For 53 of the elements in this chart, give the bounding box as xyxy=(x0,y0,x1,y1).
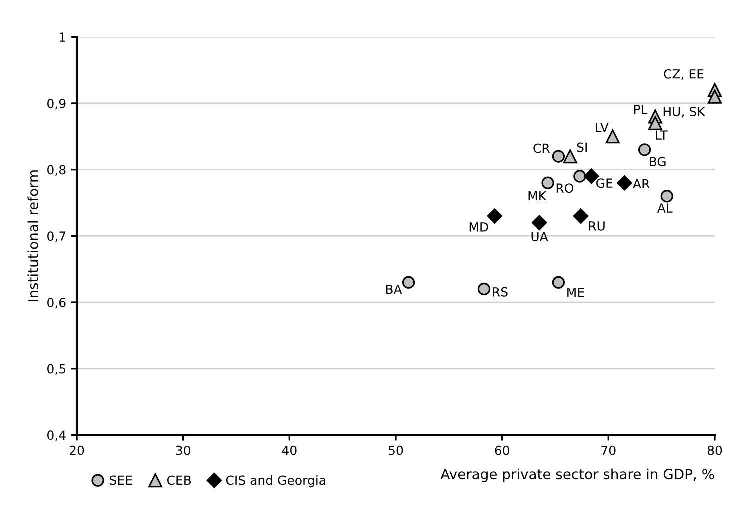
y-tick-label: 0,5 xyxy=(48,364,66,376)
y-tick-label: 1 xyxy=(60,32,66,42)
x-tick-label: 30 xyxy=(176,446,190,456)
x-tick-label: 40 xyxy=(282,446,297,456)
point xyxy=(552,150,565,163)
x-tick-label: 80 xyxy=(708,446,722,456)
annotation: PL xyxy=(634,105,648,114)
annotation: RO xyxy=(556,184,574,194)
annotation: ME xyxy=(568,288,584,298)
annotation: SI xyxy=(577,142,587,152)
x-tick-label: 70 xyxy=(602,446,616,456)
annotation: MD xyxy=(470,222,488,232)
x-tick-label: 20 xyxy=(70,446,84,456)
y-axis-title: Institutional reform xyxy=(28,170,38,302)
point xyxy=(638,144,652,156)
annotation: BG xyxy=(650,157,666,167)
annotation: LV xyxy=(596,123,609,132)
x-tick-label: 60 xyxy=(495,446,510,456)
point xyxy=(552,276,565,289)
point xyxy=(487,208,503,224)
annotation: CZ, EE xyxy=(664,69,704,80)
point xyxy=(574,170,586,183)
annotation: AR xyxy=(633,179,650,189)
point xyxy=(542,176,554,190)
point xyxy=(532,215,548,231)
annotation: MK xyxy=(528,191,547,201)
annotation: LT xyxy=(656,130,668,140)
annotation: UA xyxy=(532,232,548,242)
annotation: RU xyxy=(589,222,605,231)
point xyxy=(478,282,491,296)
x-tick-label: 50 xyxy=(389,446,404,456)
point xyxy=(660,190,674,203)
y-tick-label: 0,7 xyxy=(48,232,66,242)
point xyxy=(648,116,662,130)
annotation: AL xyxy=(657,204,673,213)
x-axis-title: Average private sector share in GDP, % xyxy=(440,468,714,482)
y-tick-label: 0,4 xyxy=(48,430,66,442)
annotation: BA xyxy=(386,284,402,294)
annotation: HU, SK xyxy=(664,107,706,118)
legend-label: CIS and Georgia xyxy=(226,475,326,488)
annotation: CR xyxy=(534,144,550,154)
point xyxy=(563,150,578,164)
point xyxy=(573,208,589,224)
point xyxy=(616,175,632,191)
annotation: RS xyxy=(493,287,508,297)
y-tick-label: 0,9 xyxy=(48,98,66,110)
y-tick-label: 0,6 xyxy=(48,298,66,309)
legend-label: CEB xyxy=(167,476,192,486)
point xyxy=(708,90,722,104)
point xyxy=(402,276,416,289)
y-tick-label: 0,8 xyxy=(48,165,66,176)
annotation: GE xyxy=(596,178,613,188)
legend-label: SEE xyxy=(110,476,132,486)
